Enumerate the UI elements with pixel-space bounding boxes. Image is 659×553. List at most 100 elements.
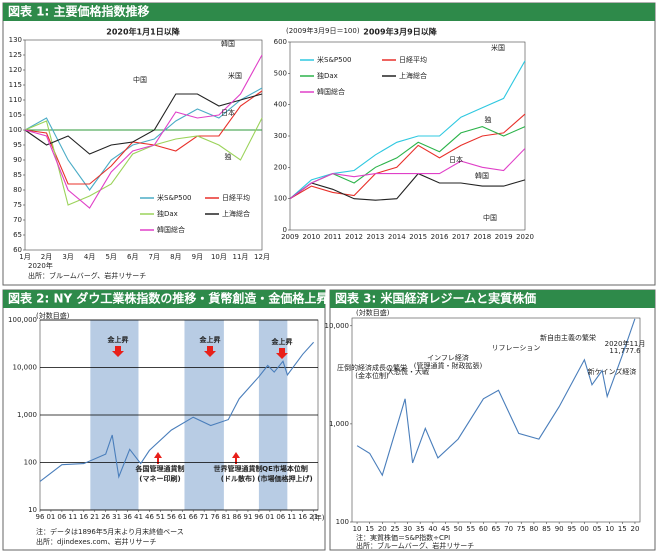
annotation: (ドル散布) [221,474,255,483]
series-line [289,172,526,201]
y-tick-label: 120 [9,66,22,74]
legend-label: 独Dax [157,209,178,218]
series-line [24,90,263,185]
y-tick-label: 1,000 [17,411,37,419]
y-tick-label: 75 [13,201,22,209]
x-tick-label: 26 [101,513,110,521]
annotation: 独 [225,152,232,161]
x-tick-label: 12月 [254,253,270,261]
legend-label: 上海総合 [222,209,250,218]
x-tick-label: 6月 [127,253,138,261]
x-tick-label: 25 [390,525,399,533]
legend-label: 日経平均 [222,193,250,202]
x-tick-label: 2018 [473,233,491,241]
y-tick-label: 110 [9,96,22,104]
x-tick-label: 30 [403,525,412,533]
y-tick-label: 400 [274,101,287,109]
x-tick-label: 71 [200,513,209,521]
y-tick-label: 95 [13,141,22,149]
x-tick-label: 51 [156,513,165,521]
x-tick-label: 80 [529,525,538,533]
panel [329,289,656,551]
x-tick-label: 96 [36,513,45,521]
y-axis-label: (対数目盛) [36,311,70,320]
x-tick-label: 16 [79,513,88,521]
x-tick-label: 9月 [192,253,203,261]
annotation: 金上昇 [107,335,129,344]
annotation: 各国管理通貨制 [135,464,185,473]
y-tick-label: 115 [9,81,22,89]
x-tick-label: 75 [517,525,526,533]
x-tick-label: 01 [46,513,55,521]
y-tick-label: 60 [13,246,22,254]
x-tick-label: 35 [416,525,425,533]
y-tick-label: 85 [13,171,22,179]
series-line [39,341,315,482]
chart-title: 2009年3月9日以降 [363,27,437,37]
y-tick-label: 10,000 [325,322,350,330]
x-tick-label: 8月 [170,253,181,261]
x-tick-label: 7月 [149,253,160,261]
x-tick-label: 91 [243,513,252,521]
series-line [24,54,263,209]
panel-title: 図表 3: 米国経済レジームと実質株価 [335,291,536,306]
arrow [112,346,124,357]
x-tick-label: 21 [90,513,99,521]
panel [2,2,656,286]
x-tick-label: 20 [378,525,387,533]
x-tick-label: 31 [112,513,121,521]
x-tick-label: 65 [492,525,501,533]
x-tick-label: 11 [68,513,77,521]
y-tick-label: 300 [274,132,287,140]
x-tick-label: 4月 [84,253,95,261]
panel-title: 図表 1: 主要価格指数推移 [8,4,150,19]
panel-header [3,290,325,308]
annotation: リフレーション [492,344,541,352]
source-note: 出所：ブルームバーグ、岩井リサーチ [356,541,474,550]
x-tick-label: 81 [222,513,231,521]
x-tick-label: 70 [504,525,513,533]
x-tick-label: 06 [276,513,285,521]
x-tick-label: 46 [145,513,154,521]
panel-header [3,3,655,21]
y-tick-label: 500 [274,69,287,77]
legend-label: 独Dax [317,71,338,80]
annotation: 米国 [491,43,505,52]
y-axis-label: (対数目盛) [356,308,390,317]
x-tick-label: 10 [353,525,362,533]
legend-label: 米S&P500 [157,193,191,202]
y-tick-label: 65 [13,231,22,239]
y-tick-label: 100 [9,126,22,134]
x-tick-label: 95 [567,525,576,533]
annotation: 11,777.6 [609,347,641,355]
x-tick-label: 45 [441,525,450,533]
x-tick-label: 61 [178,513,187,521]
x-tick-label: 2015 [409,233,427,241]
x-tick-label: 10 [605,525,614,533]
y-tick-label: 130 [9,36,22,44]
x-tick-label: 50 [454,525,463,533]
x-tick-label: 2019 [495,233,513,241]
y-tick-label: 10,000 [13,364,38,372]
y-tick-label: 90 [13,156,22,164]
panel-header [330,290,655,308]
legend-label: 韓国総合 [317,87,345,96]
series-line [356,318,636,477]
x-tick-label: 56 [167,513,176,521]
y-tick-label: 70 [13,216,22,224]
x-tick-label: 3月 [62,253,73,261]
x-axis-label: (年) [312,513,325,522]
series-line [24,87,263,191]
x-tick-label: 2月 [41,253,52,261]
x-tick-label: 1月 [19,253,30,261]
y-tick-label: 600 [274,38,287,46]
annotation: 日本 [449,155,463,164]
series-line [24,117,263,206]
x-tick-label: 06 [57,513,66,521]
x-tick-label: 15 [618,525,627,533]
legend-label: 米S&P500 [317,55,351,64]
x-tick-label: 11月 [232,253,248,261]
x-tick-label: 96 [254,513,263,521]
x-axis-note: 2020年 [28,261,53,270]
